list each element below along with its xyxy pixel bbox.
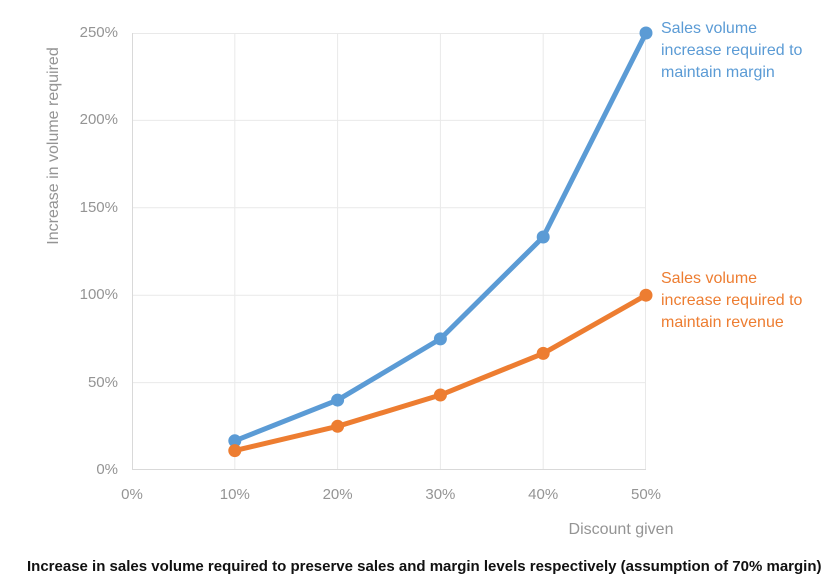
data-point-marker xyxy=(536,346,550,360)
data-point-marker xyxy=(331,419,345,433)
y-tick-label: 150% xyxy=(79,198,118,216)
x-axis-title: Discount given xyxy=(568,521,674,538)
data-point-marker xyxy=(536,230,550,244)
x-tick-label: 30% xyxy=(425,486,456,503)
series-label-maintain-margin: Sales volume increase required to mainta… xyxy=(661,18,829,84)
x-tick-label: 10% xyxy=(219,486,250,503)
series-label-line: Sales volume xyxy=(661,270,758,287)
y-tick-label: 200% xyxy=(79,111,118,129)
x-tick-label: 0% xyxy=(121,486,143,503)
data-point-marker xyxy=(639,26,653,40)
data-point-marker xyxy=(228,444,242,458)
y-tick-label: 0% xyxy=(96,461,118,478)
data-point-marker xyxy=(639,288,653,302)
chart-caption: Increase in sales volume required to pre… xyxy=(27,558,822,575)
y-tick-label: 50% xyxy=(87,373,118,391)
y-axis-title: Increase in volume required xyxy=(45,47,62,245)
x-tick-label: 50% xyxy=(630,486,662,503)
x-tick-label: 20% xyxy=(322,486,353,503)
data-point-marker xyxy=(433,332,447,346)
series-label-maintain-revenue: Sales volume increase required to mainta… xyxy=(661,268,829,334)
data-point-marker xyxy=(228,434,242,448)
series-label-line: Sales volume xyxy=(661,20,758,37)
x-tick-label: 40% xyxy=(528,486,559,503)
series-label-line: maintain revenue xyxy=(661,314,784,331)
series-label-line: increase required to xyxy=(661,42,803,59)
data-point-marker xyxy=(331,393,345,407)
y-tick-label: 250% xyxy=(79,24,118,41)
series-label-line: increase required to xyxy=(661,292,803,309)
series-label-line: maintain margin xyxy=(661,64,775,81)
data-point-marker xyxy=(433,388,447,402)
y-tick-label: 100% xyxy=(79,286,118,304)
plot-area xyxy=(132,26,653,470)
